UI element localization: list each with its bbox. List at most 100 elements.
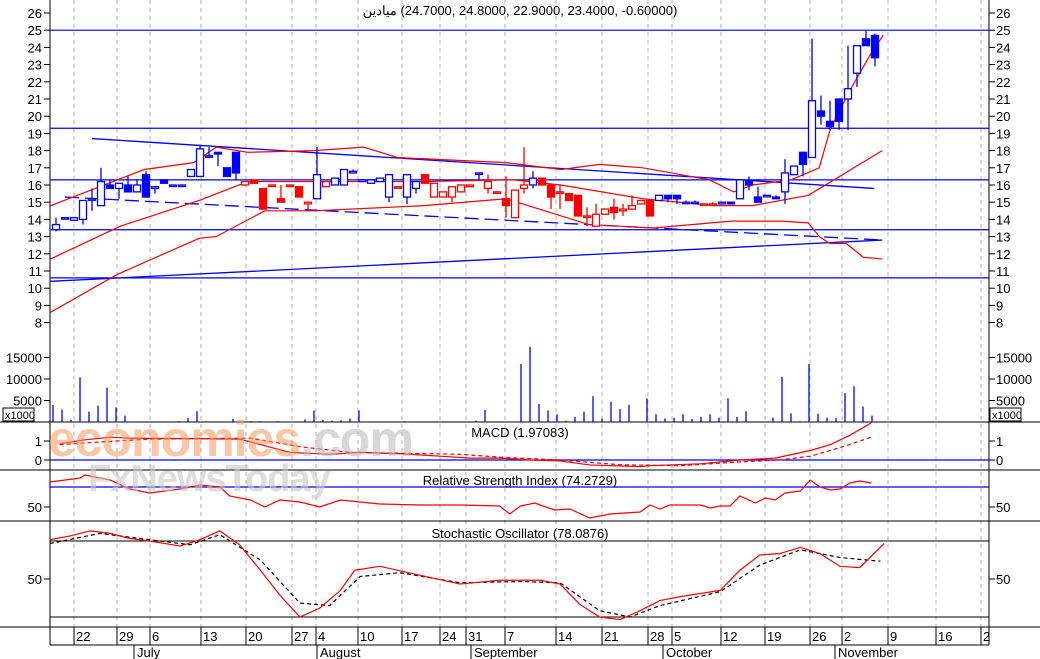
price-label-left: 11 [29,264,43,279]
price-label-left: 24 [28,40,42,55]
price-label-right: 20 [996,109,1010,124]
price-label-right: 17 [996,161,1010,176]
candle-body [159,179,169,184]
candle-body [330,177,340,186]
grid-layer [73,0,982,627]
candle-body [411,180,421,190]
candle-body [816,110,826,117]
candle-body [807,100,817,159]
date-label: 19 [767,629,781,644]
date-label: 2 [983,629,990,644]
watermark-text-suffix: .com [300,411,414,467]
candle-body [618,208,628,212]
date-label: 10 [360,629,374,644]
date-label: 27 [294,629,308,644]
stochastic-d-line [50,532,881,618]
date-label: 21 [604,629,618,644]
economies-watermark: economies.com [48,410,414,468]
candle-body [501,198,511,207]
date-label: 7 [507,629,514,644]
volume-label-right: 5000 [996,394,1025,409]
candle-body [852,45,862,74]
symbol-name: ميادين [362,3,397,18]
candle-body [870,34,880,59]
price-label-left: 26 [28,6,42,21]
candle-body [429,182,439,198]
price-label-left: 10 [28,281,42,296]
candle-body [195,148,205,178]
candle-body [627,204,637,210]
price-label-left: 9 [35,298,42,313]
candle-body [141,174,151,198]
candle-body [744,180,754,186]
candle-body [573,194,583,217]
price-label-left: 22 [28,75,42,90]
band-upper-line [50,35,884,207]
candle-body [690,201,700,205]
candle-body [177,184,187,188]
candle-body [456,184,466,193]
candle-body [258,187,268,210]
price-label-right: 9 [996,298,1003,313]
candle-body [60,217,70,220]
candle-body [132,184,142,193]
watermark-text-main: economies [48,411,301,467]
date-label: 16 [938,629,952,644]
rsi-label-left: 50 [28,500,42,515]
date-label: 28 [650,629,664,644]
candle-body [366,179,376,184]
stochastic-label-right: 50 [996,572,1010,587]
date-label: 12 [723,629,737,644]
candle-body [528,177,538,186]
candle-body [285,184,295,188]
candle-body [294,186,304,198]
price-label-left: 25 [28,23,42,38]
price-label-right: 12 [996,247,1010,262]
candle-body [105,184,115,190]
candle-body [267,184,277,188]
date-label: 4 [318,629,325,644]
candle-body [204,155,214,158]
candle-body [384,174,394,198]
candle-body [231,151,241,174]
price-label-right: 10 [996,281,1010,296]
candle-body [735,179,745,200]
stochastic-label-left: 50 [28,572,42,587]
candle-body [276,198,286,203]
candle-body [249,179,259,184]
month-label: August [320,645,361,659]
candle-body [843,88,853,100]
price-label-right: 19 [996,126,1010,141]
date-label: 29 [119,629,133,644]
candle-body [303,201,313,205]
volume-label-left: 5000 [13,394,42,409]
price-label-left: 12 [28,247,42,262]
candle-body [771,196,781,200]
candle-body [240,180,250,186]
rsi-label-right: 50 [996,500,1010,515]
candle-body [393,186,403,189]
candle-body [726,201,736,205]
volume-unit-label: x1000 [5,410,35,422]
price-label-left: 14 [28,212,42,227]
stochastic-k-line [50,530,885,621]
candle-body [168,184,178,188]
candle-body [645,199,655,217]
price-label-right: 8 [996,316,1003,331]
candle-body [87,198,97,201]
date-label: 6 [152,629,159,644]
candle-body [753,196,763,203]
candle-body [564,192,574,202]
candle-body [222,167,232,178]
candle-body [654,194,664,202]
macd-title: MACD (1.97083) [471,425,569,440]
candle-body [789,165,799,176]
band-middle-line [50,150,883,260]
price-label-right: 22 [996,75,1010,90]
date-label: 2 [844,629,851,644]
candle-body [609,206,619,214]
candle-body [51,223,61,231]
chart-title: ميادين (24.7000, 24.8000, 22.9000, 23.40… [0,3,1040,19]
